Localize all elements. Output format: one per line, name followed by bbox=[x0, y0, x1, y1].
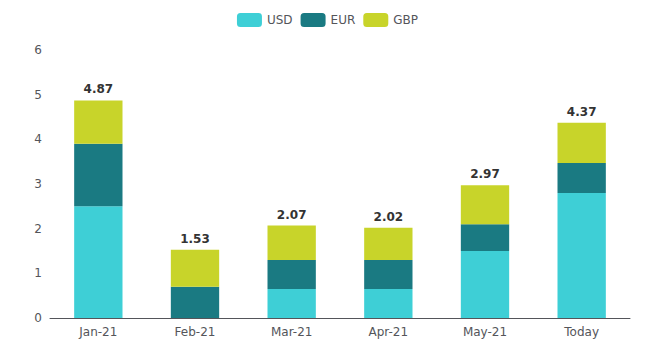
svg-text:GBP: GBP bbox=[393, 13, 418, 27]
svg-text:1.53: 1.53 bbox=[180, 232, 210, 246]
svg-text:May-21: May-21 bbox=[463, 325, 507, 339]
svg-text:2: 2 bbox=[34, 222, 42, 236]
svg-text:1: 1 bbox=[34, 266, 42, 280]
svg-text:Jan-21: Jan-21 bbox=[78, 325, 117, 339]
svg-text:Today: Today bbox=[563, 325, 599, 339]
svg-text:4.37: 4.37 bbox=[567, 105, 597, 119]
svg-text:Apr-21: Apr-21 bbox=[369, 325, 409, 339]
svg-text:0: 0 bbox=[34, 311, 42, 325]
svg-text:Feb-21: Feb-21 bbox=[175, 325, 216, 339]
svg-text:2.07: 2.07 bbox=[277, 208, 307, 222]
svg-text:4: 4 bbox=[34, 132, 42, 146]
svg-text:Mar-21: Mar-21 bbox=[271, 325, 312, 339]
svg-text:4.87: 4.87 bbox=[84, 82, 114, 96]
svg-text:2.97: 2.97 bbox=[470, 167, 500, 181]
svg-text:EUR: EUR bbox=[331, 13, 356, 27]
svg-text:5: 5 bbox=[34, 88, 42, 102]
svg-text:2.02: 2.02 bbox=[374, 210, 404, 224]
svg-text:6: 6 bbox=[34, 43, 42, 57]
svg-text:3: 3 bbox=[34, 177, 42, 191]
svg-text:USD: USD bbox=[267, 13, 293, 27]
